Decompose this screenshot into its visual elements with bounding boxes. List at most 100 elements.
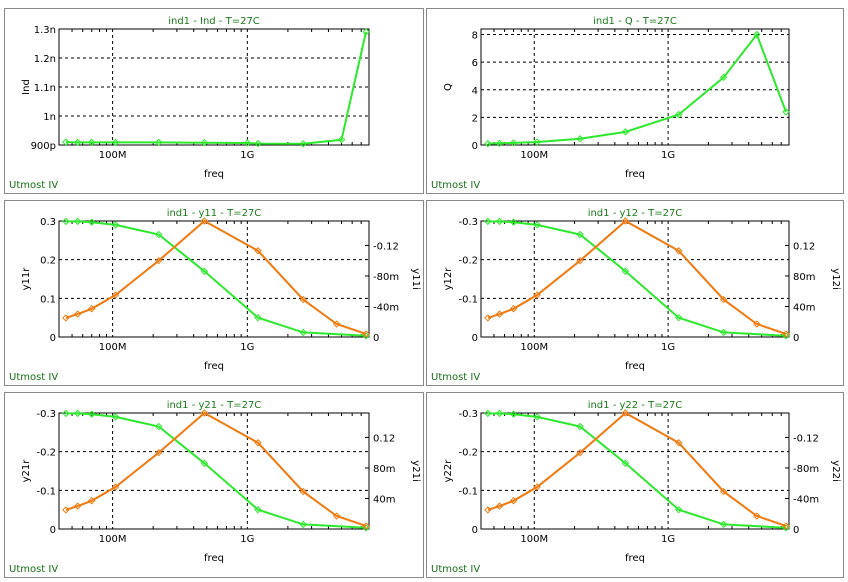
- data-point: [675, 110, 683, 119]
- data-point: [495, 502, 504, 510]
- y-tick-label: -0.3: [36, 409, 56, 420]
- data-point: [753, 512, 761, 520]
- y-axis-label: y12r: [443, 267, 454, 291]
- data-point: [254, 313, 262, 322]
- data-point: [111, 291, 120, 299]
- y-tick-label: 0: [472, 333, 478, 344]
- data-point: [299, 140, 307, 148]
- data-point: [484, 139, 492, 148]
- chart-title: ind1 - Q - T=27C: [593, 16, 677, 27]
- y-tick-label: 1.3n: [34, 25, 56, 36]
- data-point: [155, 422, 163, 431]
- y2-tick-label: 0.12: [373, 433, 395, 444]
- data-point: [88, 218, 96, 226]
- data-point: [62, 138, 70, 146]
- data-point: [782, 108, 790, 116]
- data-point: [495, 217, 504, 226]
- data-point: [155, 230, 163, 239]
- data-point: [62, 314, 70, 322]
- x-tick-label: 100M: [99, 150, 127, 161]
- plot-frame: [480, 28, 790, 146]
- data-point: [111, 483, 120, 491]
- data-point: [484, 314, 492, 322]
- data-point: [533, 483, 541, 491]
- y-tick-label: 1.1n: [34, 83, 56, 94]
- data-point: [254, 505, 262, 514]
- data-point: [200, 409, 209, 417]
- y-tick-label: -0.2: [458, 448, 478, 459]
- data-point: [254, 139, 262, 148]
- footer-label: Utmost IV: [9, 180, 59, 191]
- data-point: [155, 448, 163, 457]
- footer-label: Utmost IV: [9, 564, 59, 575]
- y2-tick-label: 0.12: [793, 241, 815, 252]
- y2-tick-label: 40m: [793, 302, 815, 313]
- x-tick-label: 1G: [661, 342, 675, 353]
- data-point: [576, 256, 584, 265]
- x-axis-label: freq: [204, 361, 224, 372]
- series-line-green: [487, 220, 787, 337]
- y-tick-label: 1.2n: [34, 54, 56, 65]
- footer-label: Utmost IV: [9, 372, 59, 383]
- chart-panel-y21: ind1 - y21 - T=27C 0 -0.1 -0.2 -0.3 100M 1G fre…: [4, 392, 424, 578]
- data-point: [299, 487, 307, 496]
- series-line-green: [65, 220, 367, 337]
- footer-label: Utmost IV: [431, 372, 481, 383]
- y-axis-label: y21r: [21, 459, 32, 483]
- x-tick-label: 100M: [520, 150, 548, 161]
- plot-frame: [480, 220, 790, 338]
- data-point: [73, 409, 82, 418]
- data-point: [509, 410, 518, 418]
- data-point: [533, 291, 541, 299]
- data-point: [495, 310, 504, 318]
- data-point: [88, 410, 96, 418]
- data-point: [719, 295, 728, 304]
- y2-tick-label: -80m: [793, 464, 819, 475]
- data-point: [675, 313, 683, 322]
- y-tick-label: 2: [472, 113, 478, 124]
- data-point: [484, 506, 492, 514]
- y-tick-label: 0: [50, 333, 56, 344]
- y-tick-label: 0.1: [40, 294, 56, 305]
- x-axis-label: freq: [625, 553, 645, 564]
- data-point: [576, 230, 584, 239]
- y-axis-label: Q: [443, 83, 454, 91]
- chart-q: ind1 - Q - T=27C 0 2 4 6 8 100M 1G freq Q: [443, 16, 790, 180]
- data-point: [719, 328, 728, 337]
- x-tick-label: 1G: [240, 342, 254, 353]
- x-axis-label: freq: [204, 169, 224, 180]
- data-point: [675, 247, 683, 255]
- data-point: [88, 138, 96, 147]
- y-tick-label: -0.1: [458, 294, 478, 305]
- data-point: [576, 448, 584, 457]
- series-line-green: [487, 412, 787, 529]
- series-line-orange: [65, 411, 367, 527]
- series-line-green: [65, 31, 367, 145]
- data-point: [533, 138, 541, 146]
- data-point: [73, 217, 82, 226]
- y2-tick-label: 0: [793, 525, 799, 536]
- y-tick-label: 0.3: [40, 217, 56, 228]
- data-point: [62, 506, 70, 514]
- x-tick-label: 1G: [240, 534, 254, 545]
- x-axis-label: freq: [204, 553, 224, 564]
- data-point: [111, 221, 120, 229]
- y-axis-label: Ind: [21, 79, 32, 95]
- data-point: [362, 28, 370, 36]
- data-point: [111, 138, 120, 147]
- y2-tick-label: 80m: [373, 464, 395, 475]
- plot-frame: [58, 220, 370, 338]
- data-point: [576, 135, 584, 143]
- y2-tick-label: -0.12: [793, 433, 819, 444]
- y2-tick-label: -40m: [373, 302, 399, 313]
- y-tick-label: -0.2: [36, 448, 56, 459]
- data-point: [155, 256, 163, 265]
- y-tick-label: 0: [472, 141, 478, 152]
- data-point: [621, 409, 630, 417]
- data-point: [753, 30, 761, 39]
- y-tick-label: 8: [472, 31, 478, 42]
- y-tick-label: 4: [472, 86, 478, 97]
- chart-ind: ind1 - Ind - T=27C 900p 1n 1.1n 1.2n 1.3n 100M…: [21, 16, 370, 180]
- x-axis-label: freq: [625, 169, 645, 180]
- data-point: [111, 413, 120, 421]
